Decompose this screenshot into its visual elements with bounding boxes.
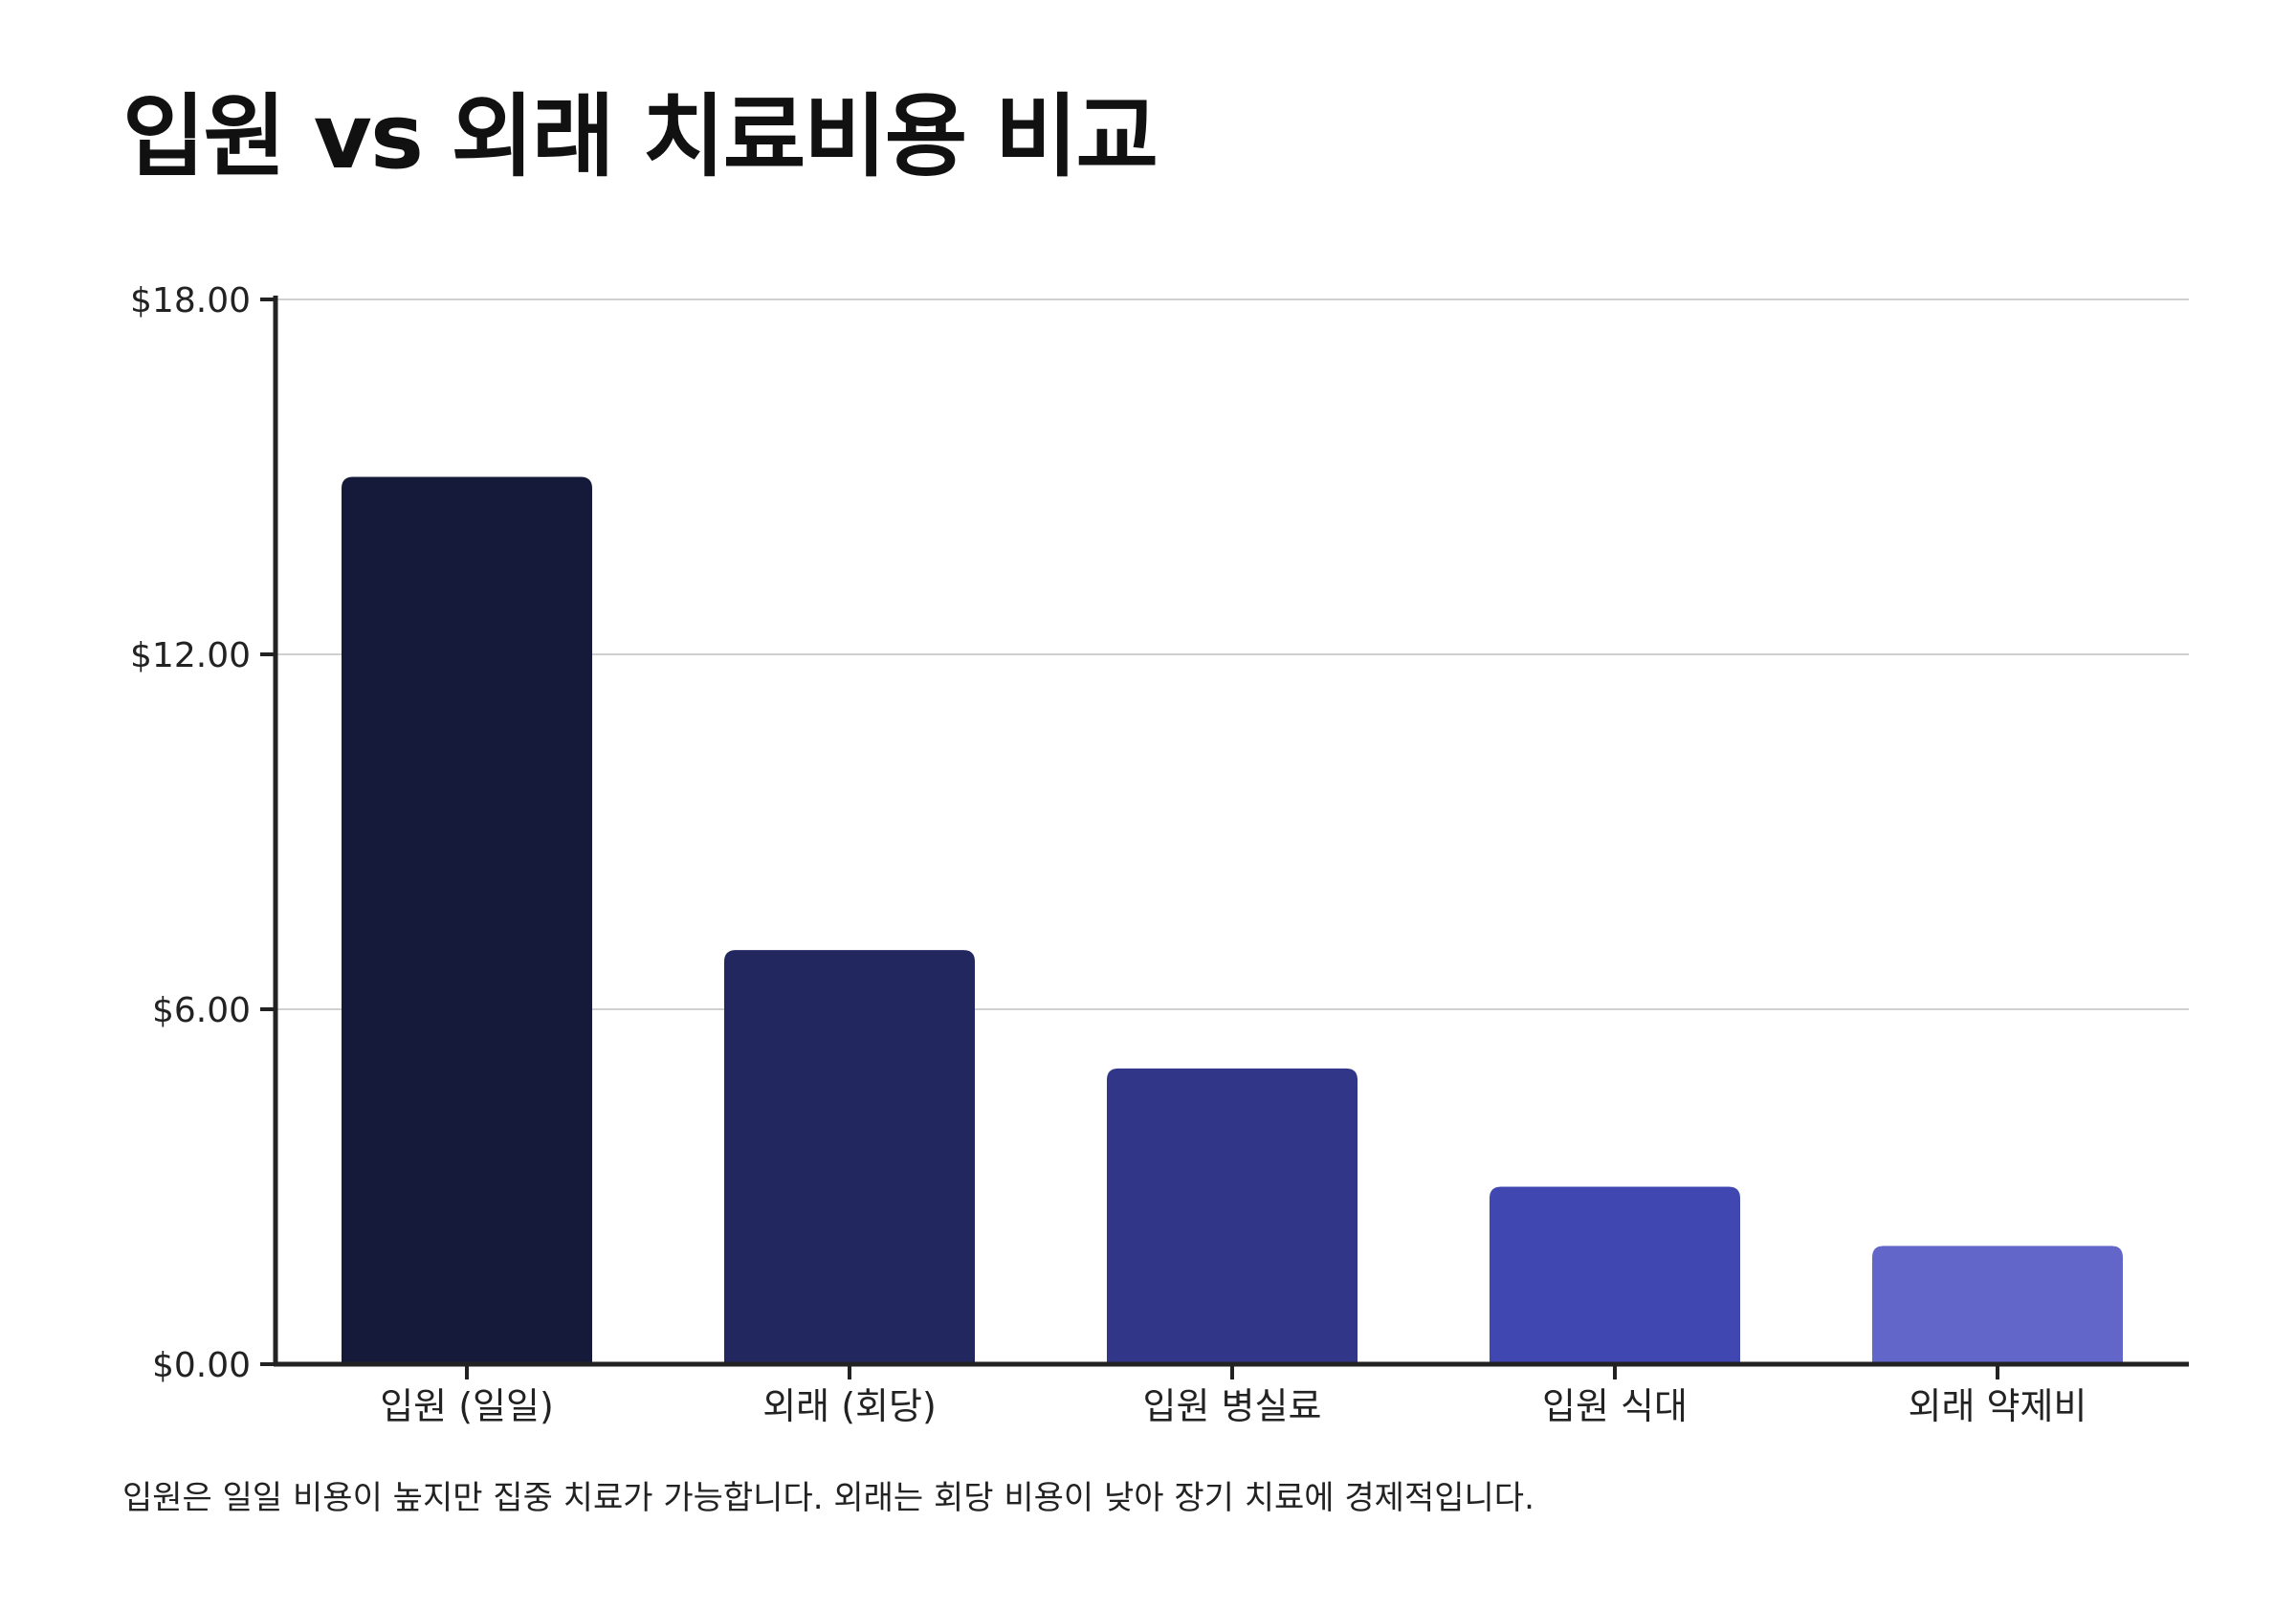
y-tick-label: $12.00 <box>130 636 251 675</box>
y-tick-label: $0.00 <box>152 1346 251 1385</box>
x-axis-ticks: 입원 (일일) 외래 (회당) 입원 병실료 입원 식대 외래 약제비 <box>380 1364 2086 1427</box>
y-tick-label: $6.00 <box>152 991 251 1030</box>
x-tick-label: 외래 약제비 <box>1909 1385 2087 1427</box>
chart-title: 입원 vs 외래 치료비용 비교 <box>122 85 1159 189</box>
bar <box>342 476 592 1364</box>
y-axis-ticks: $0.00 $6.00 $12.00 $18.00 <box>130 281 276 1385</box>
bar <box>1872 1246 2123 1364</box>
bars <box>342 476 2123 1364</box>
y-tick-label: $18.00 <box>130 281 251 320</box>
gridlines <box>276 298 2189 1010</box>
bar <box>1490 1186 1740 1364</box>
x-tick-label: 입원 식대 <box>1542 1385 1688 1427</box>
bar <box>1107 1068 1358 1364</box>
footnote: 입원은 일일 비용이 높지만 집중 치료가 가능합니다. 외래는 회당 비용이 … <box>122 1479 1534 1517</box>
x-tick-label: 입원 병실료 <box>1143 1385 1322 1427</box>
x-tick-label: 입원 (일일) <box>380 1385 554 1427</box>
bar <box>724 950 975 1364</box>
x-tick-label: 외래 (회당) <box>762 1385 937 1427</box>
